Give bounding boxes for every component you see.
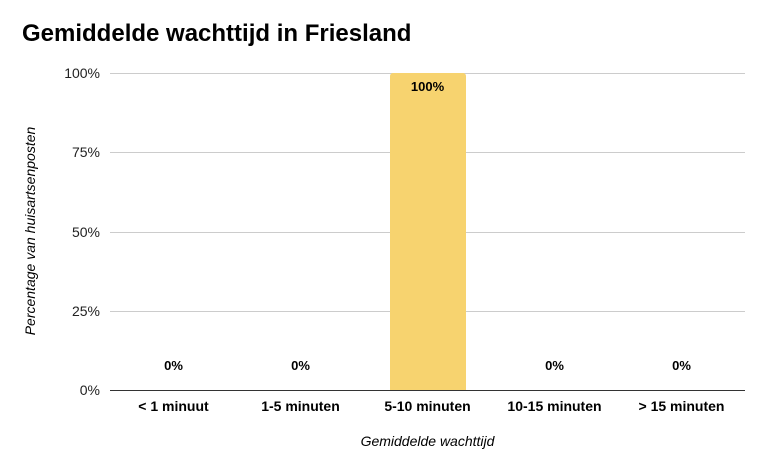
x-tick-label: 10-15 minuten	[507, 398, 602, 414]
y-tick-label: 25%	[71, 302, 100, 319]
y-tick-label: 100%	[64, 65, 100, 81]
bar	[389, 73, 466, 390]
gridline	[110, 390, 745, 391]
x-tick-label: > 15 minuten	[638, 398, 725, 414]
data-label: 0%	[672, 358, 691, 373]
x-axis-label: Gemiddelde wachttijd	[360, 433, 495, 449]
plot-area: 0% 0% 100% 0% 0%	[110, 73, 745, 391]
data-label: 0%	[545, 358, 564, 373]
x-tick-label: 1-5 minuten	[261, 398, 340, 414]
y-tick-label: 50%	[71, 223, 100, 240]
data-label: 0%	[291, 358, 310, 373]
chart-title: Gemiddelde wachttijd in Friesland	[22, 20, 412, 47]
y-tick-label: 75%	[71, 144, 100, 161]
x-tick-label: < 1 minuut	[138, 398, 209, 414]
x-tick-label: 5-10 minuten	[384, 398, 471, 414]
data-label: 100%	[410, 79, 445, 94]
y-axis-label: Percentage van huisartsenposten	[22, 126, 38, 336]
y-tick-label: 0%	[79, 382, 100, 398]
data-label: 0%	[164, 358, 183, 373]
